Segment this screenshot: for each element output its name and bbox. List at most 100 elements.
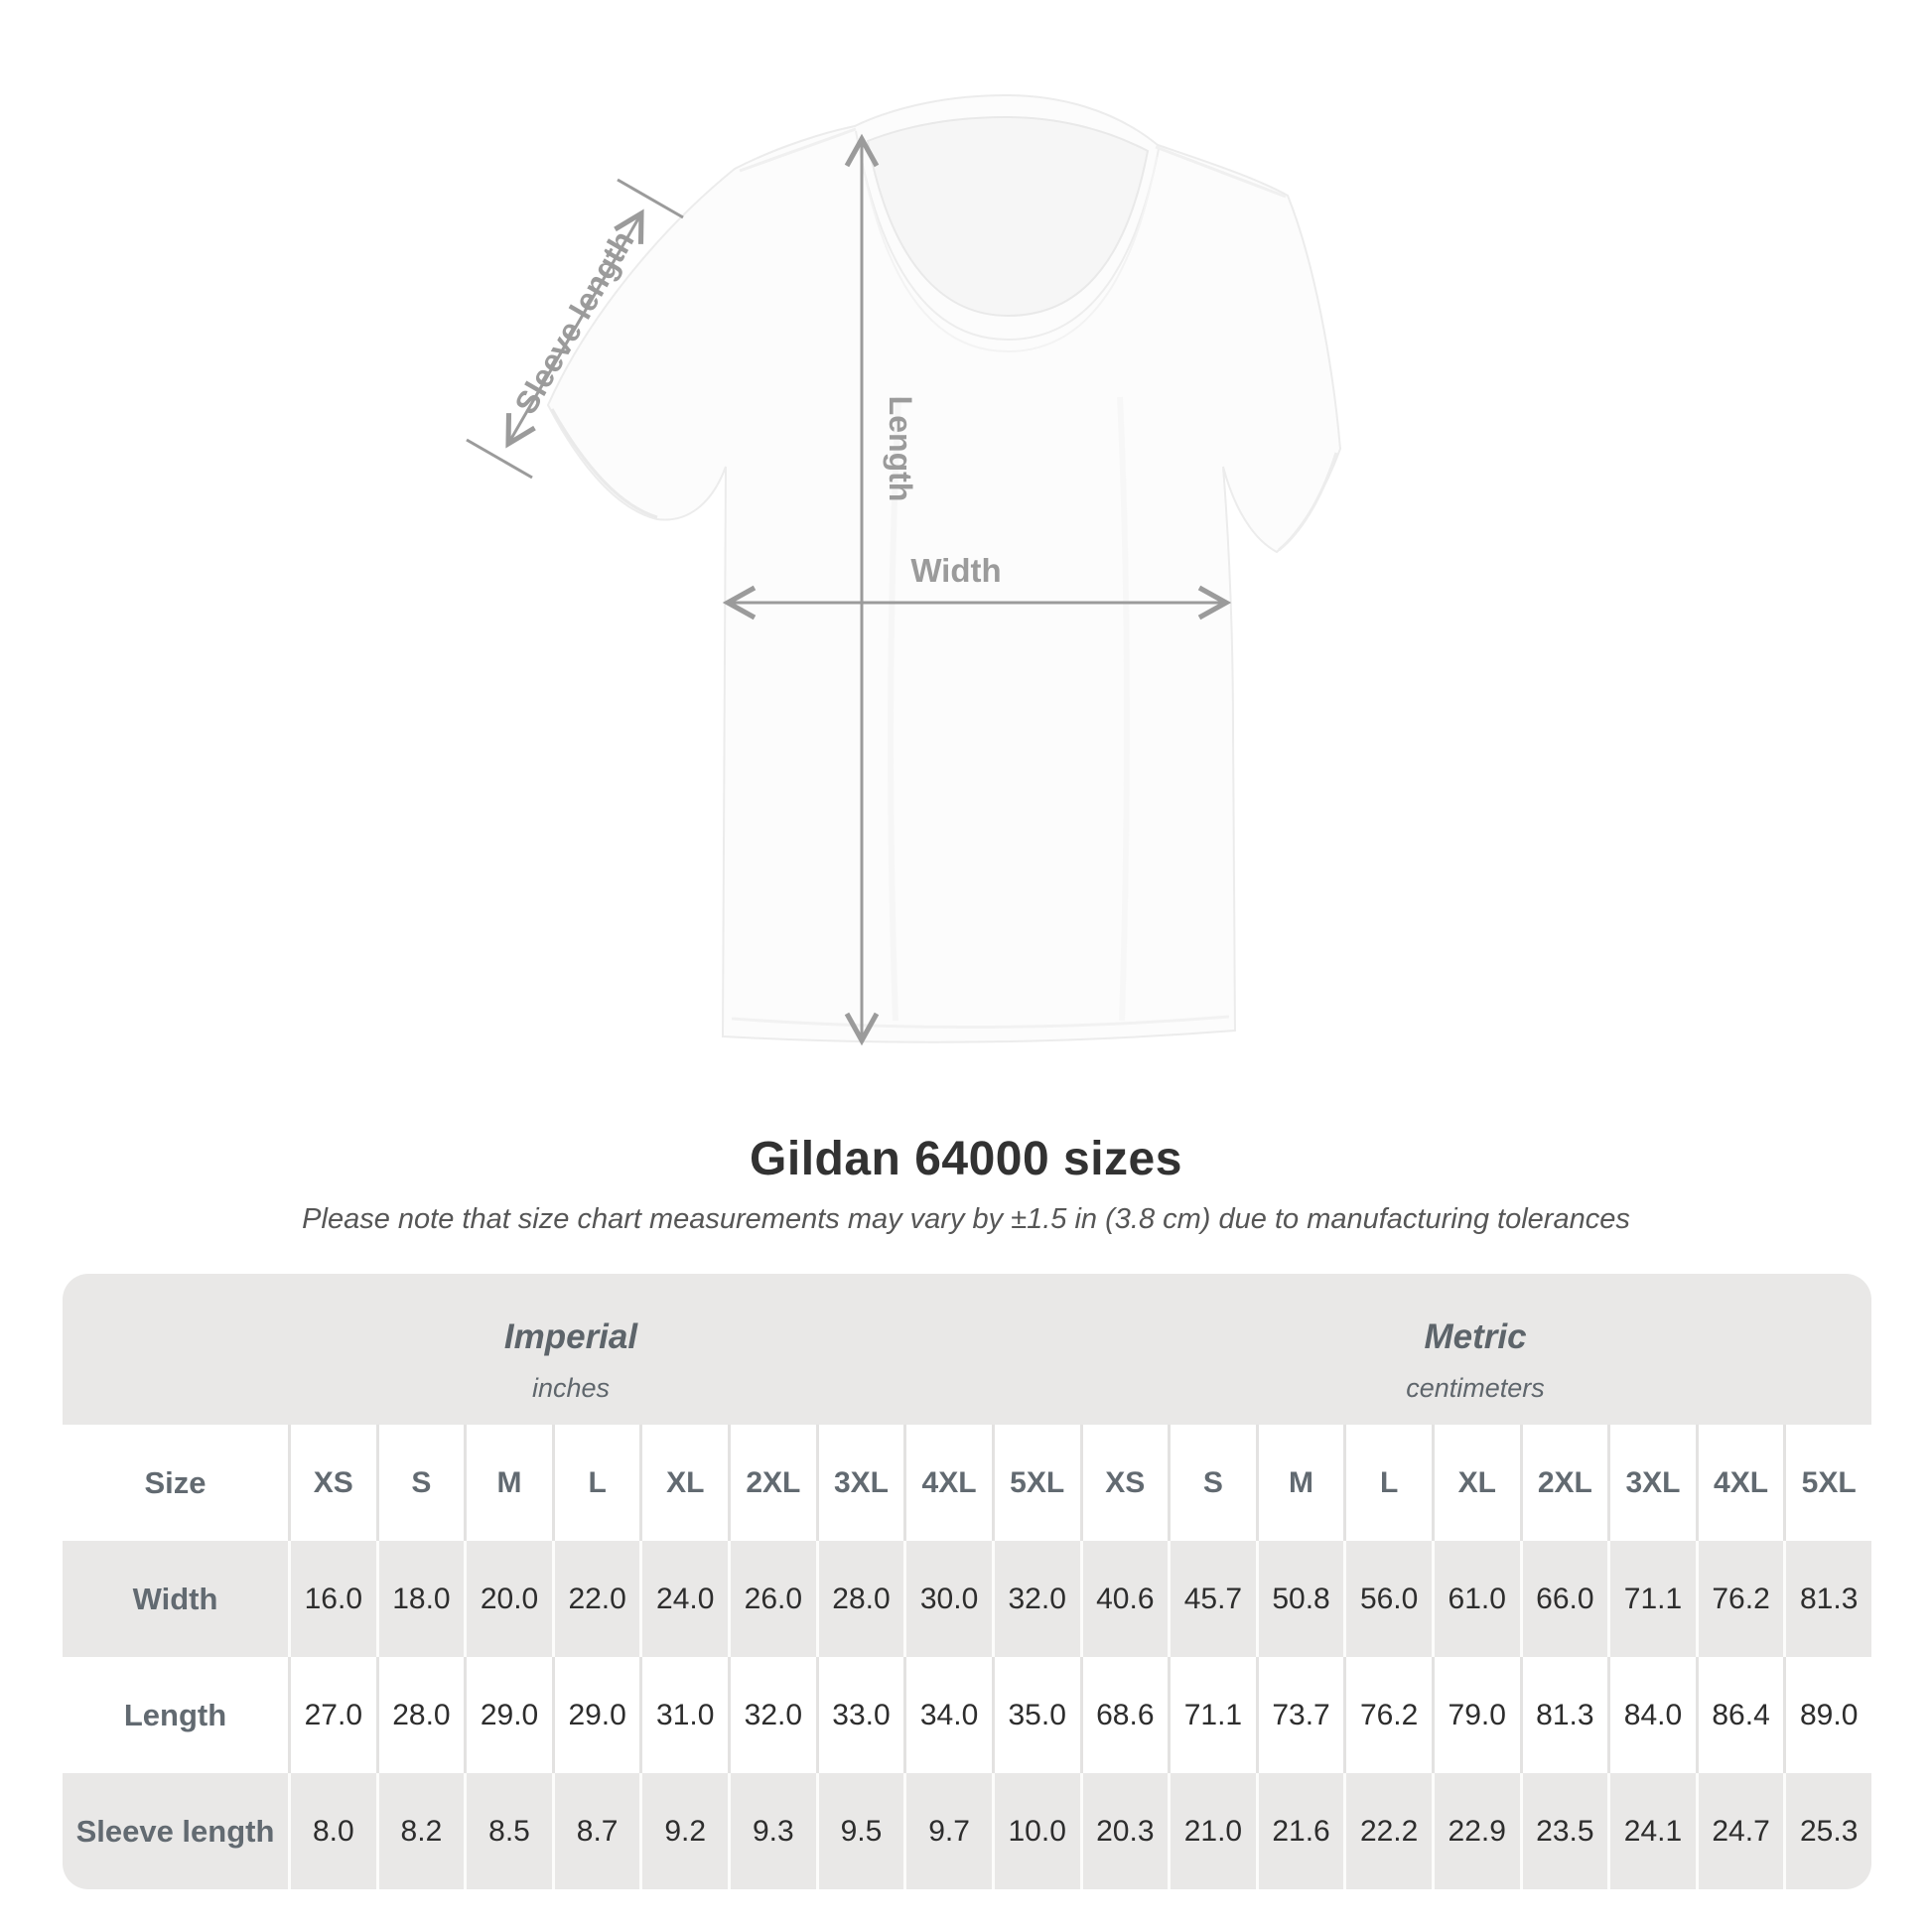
sleeve-length-arrow — [505, 208, 644, 449]
column-header-metric-s: S — [1168, 1425, 1256, 1541]
size-table: Imperial inches Metric centimeters Size X… — [63, 1274, 1871, 1889]
cell-width-imperial-xs: 16.0 — [288, 1541, 376, 1657]
cell-length-metric-l: 76.2 — [1343, 1657, 1432, 1773]
column-header-metric-xs: XS — [1079, 1425, 1169, 1541]
cell-length-metric-s: 71.1 — [1168, 1657, 1256, 1773]
cell-width-imperial-3xl: 28.0 — [815, 1541, 904, 1657]
cell-length-imperial-3xl: 33.0 — [815, 1657, 904, 1773]
shoulder-seam-left — [739, 127, 857, 173]
width-label: Width — [910, 552, 1001, 589]
column-header-metric-4xl: 4XL — [1695, 1425, 1784, 1541]
table-row-width: Width 16.0 18.0 20.0 22.0 24.0 26.0 28.0 30.0 32.… — [63, 1541, 1871, 1657]
neckline — [866, 115, 1150, 318]
cell-sleeve-length-imperial-xs: 8.0 — [288, 1773, 376, 1889]
cell-width-metric-2xl: 66.0 — [1519, 1541, 1608, 1657]
page-title: Gildan 64000 sizes — [750, 1133, 1182, 1185]
cell-length-imperial-l: 29.0 — [551, 1657, 640, 1773]
cell-length-metric-5xl: 89.0 — [1783, 1657, 1871, 1773]
cell-width-metric-5xl: 81.3 — [1783, 1541, 1871, 1657]
cell-width-metric-m: 50.8 — [1255, 1541, 1344, 1657]
cell-width-imperial-2xl: 26.0 — [728, 1541, 816, 1657]
imperial-label: Imperial — [503, 1316, 638, 1356]
cell-sleeve-length-imperial-s: 8.2 — [375, 1773, 465, 1889]
collar-stitch — [857, 138, 1158, 353]
cell-length-imperial-xs: 27.0 — [288, 1657, 376, 1773]
column-header-metric-l: L — [1343, 1425, 1432, 1541]
cell-width-imperial-5xl: 32.0 — [991, 1541, 1080, 1657]
table-rows: Size XS S M L XL 2XL 3XL 4XL 5XL XS S M L XL 2XL 3XL 4XL 5… — [63, 1425, 1871, 1889]
cell-sleeve-length-imperial-4xl: 9.7 — [903, 1773, 992, 1889]
cell-width-metric-xs: 40.6 — [1079, 1541, 1169, 1657]
row-label-length: Length — [123, 1697, 227, 1732]
cell-width-imperial-4xl: 30.0 — [903, 1541, 992, 1657]
column-header-metric-3xl: 3XL — [1607, 1425, 1696, 1541]
metric-label: Metric — [1424, 1316, 1527, 1356]
cell-width-imperial-m: 20.0 — [464, 1541, 552, 1657]
cell-sleeve-length-metric-xl: 22.9 — [1431, 1773, 1520, 1889]
cell-length-imperial-s: 28.0 — [375, 1657, 465, 1773]
cell-width-imperial-xl: 24.0 — [639, 1541, 728, 1657]
table-row-sleeve-length: Sleeve length 8.0 8.2 8.5 8.7 9.2 9.3 9.5 9.7 10.… — [63, 1773, 1871, 1889]
column-header-metric-5xl: 5XL — [1783, 1425, 1871, 1541]
column-header-imperial-m: M — [464, 1425, 552, 1541]
cell-sleeve-length-metric-s: 21.0 — [1168, 1773, 1256, 1889]
cell-length-imperial-2xl: 32.0 — [728, 1657, 816, 1773]
column-header-imperial-l: L — [551, 1425, 640, 1541]
sleeve-hem-shadow-right — [1278, 452, 1338, 552]
unit-group-metric: Metric centimeters — [1079, 1274, 1871, 1425]
sleeve-length-tick-bottom — [466, 438, 533, 480]
row-label-width: Width — [132, 1581, 218, 1616]
cell-length-metric-2xl: 81.3 — [1519, 1657, 1608, 1773]
column-header-metric-2xl: 2XL — [1519, 1425, 1608, 1541]
cell-sleeve-length-metric-m: 21.6 — [1255, 1773, 1344, 1889]
cell-length-imperial-5xl: 35.0 — [991, 1657, 1080, 1773]
cell-sleeve-length-imperial-5xl: 10.0 — [991, 1773, 1080, 1889]
column-header-metric-xl: XL — [1431, 1425, 1520, 1541]
cell-sleeve-length-imperial-l: 8.7 — [551, 1773, 640, 1889]
cell-sleeve-length-metric-2xl: 23.5 — [1519, 1773, 1608, 1889]
collar-ribbing — [855, 130, 1160, 342]
cell-width-metric-l: 56.0 — [1343, 1541, 1432, 1657]
column-header-imperial-5xl: 5XL — [991, 1425, 1080, 1541]
cell-sleeve-length-metric-3xl: 24.1 — [1607, 1773, 1696, 1889]
cell-sleeve-length-metric-xs: 20.3 — [1079, 1773, 1169, 1889]
cell-sleeve-length-metric-l: 22.2 — [1343, 1773, 1432, 1889]
column-header-imperial-xl: XL — [639, 1425, 728, 1541]
cell-length-imperial-xl: 31.0 — [639, 1657, 728, 1773]
cell-width-metric-4xl: 76.2 — [1695, 1541, 1784, 1657]
column-header-metric-m: M — [1255, 1425, 1344, 1541]
column-header-imperial-2xl: 2XL — [728, 1425, 816, 1541]
length-label: Length — [883, 396, 918, 502]
fabric-fold-right — [1117, 396, 1130, 1022]
tolerance-note: Please note that size chart measurements… — [302, 1203, 1630, 1235]
cell-width-metric-xl: 61.0 — [1431, 1541, 1520, 1657]
shoulder-seam-right — [1155, 145, 1287, 199]
cell-sleeve-length-imperial-3xl: 9.5 — [815, 1773, 904, 1889]
cell-length-metric-xs: 68.6 — [1079, 1657, 1169, 1773]
centimeters-sublabel: centimeters — [1406, 1372, 1545, 1403]
unit-group-imperial: Imperial inches — [63, 1274, 1079, 1425]
cell-length-metric-xl: 79.0 — [1431, 1657, 1520, 1773]
column-header-imperial-s: S — [375, 1425, 465, 1541]
cell-length-metric-3xl: 84.0 — [1607, 1657, 1696, 1773]
row-label-sleeve-length: Sleeve length — [75, 1813, 275, 1849]
table-row-length: Length 27.0 28.0 29.0 29.0 31.0 32.0 33.0 34.0 35… — [63, 1657, 1871, 1773]
tshirt-illustration — [546, 93, 1342, 1043]
size-header-row: Size XS S M L XL 2XL 3XL 4XL 5XL XS S M L XL 2XL 3XL 4XL 5… — [63, 1425, 1871, 1541]
cell-width-metric-s: 45.7 — [1168, 1541, 1256, 1657]
cell-sleeve-length-metric-4xl: 24.7 — [1695, 1773, 1784, 1889]
column-header-imperial-4xl: 4XL — [903, 1425, 992, 1541]
cell-sleeve-length-imperial-xl: 9.2 — [639, 1773, 728, 1889]
column-header-size: Size — [144, 1464, 207, 1500]
fabric-fold-left — [888, 396, 901, 1022]
unit-header-row: Imperial inches Metric centimeters — [63, 1274, 1871, 1425]
inches-sublabel: inches — [531, 1372, 611, 1403]
cell-length-metric-m: 73.7 — [1255, 1657, 1344, 1773]
column-header-imperial-xs: XS — [288, 1425, 376, 1541]
cell-width-imperial-s: 18.0 — [375, 1541, 465, 1657]
cell-width-metric-3xl: 71.1 — [1607, 1541, 1696, 1657]
cell-sleeve-length-metric-5xl: 25.3 — [1783, 1773, 1871, 1889]
cell-sleeve-length-imperial-2xl: 9.3 — [728, 1773, 816, 1889]
cell-length-imperial-4xl: 34.0 — [903, 1657, 992, 1773]
